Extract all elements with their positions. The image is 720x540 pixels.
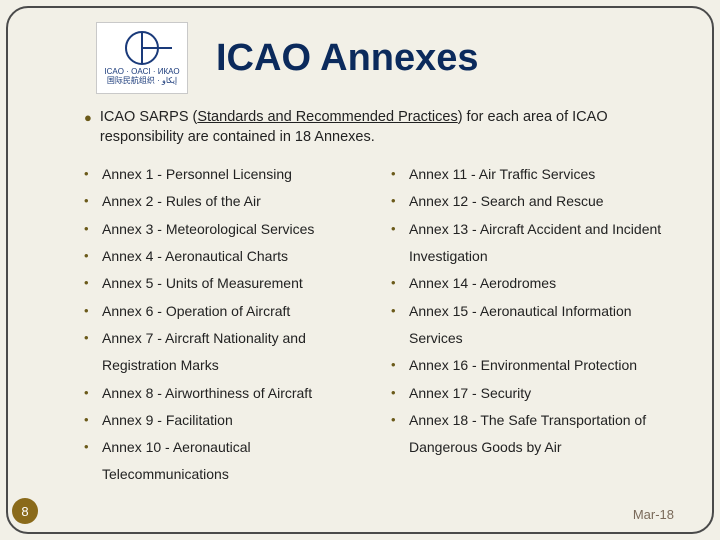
annex-item: Annex 6 - Operation of Aircraft xyxy=(84,298,373,325)
slide-date: Mar-18 xyxy=(633,507,674,522)
annex-item: Annex 15 - Aeronautical Information Serv… xyxy=(391,298,680,353)
icao-logo: ICAO · OACI · ИКАО 国际民航组织 · إيكاو xyxy=(96,22,188,94)
header: ICAO · OACI · ИКАО 国际民航组织 · إيكاو ICAO A… xyxy=(36,22,684,94)
intro-prefix: ICAO SARPS ( xyxy=(100,109,198,125)
logo-text-2: 国际民航组织 · إيكاو xyxy=(107,77,177,86)
annex-item: Annex 1 - Personnel Licensing xyxy=(84,161,373,188)
annex-list-right: Annex 11 - Air Traffic ServicesAnnex 12 … xyxy=(391,161,680,461)
annex-item: Annex 13 - Aircraft Accident and Inciden… xyxy=(391,216,680,271)
right-column: Annex 11 - Air Traffic ServicesAnnex 12 … xyxy=(391,161,680,489)
globe-icon xyxy=(125,31,159,65)
slide-frame: ICAO · OACI · ИКАО 国际民航组织 · إيكاو ICAO A… xyxy=(6,6,714,534)
annex-item: Annex 8 - Airworthiness of Aircraft xyxy=(84,380,373,407)
left-column: Annex 1 - Personnel LicensingAnnex 2 - R… xyxy=(84,161,373,489)
annex-item: Annex 18 - The Safe Transportation of Da… xyxy=(391,407,680,462)
intro-text: ICAO SARPS (Standards and Recommended Pr… xyxy=(100,108,666,147)
annex-item: Annex 5 - Units of Measurement xyxy=(84,270,373,297)
columns: Annex 1 - Personnel LicensingAnnex 2 - R… xyxy=(36,161,684,489)
intro-bullet: ● ICAO SARPS (Standards and Recommended … xyxy=(84,108,666,147)
annex-item: Annex 16 - Environmental Protection xyxy=(391,352,680,379)
annex-item: Annex 3 - Meteorological Services xyxy=(84,216,373,243)
annex-item: Annex 10 - Aeronautical Telecommunicatio… xyxy=(84,434,373,489)
annex-item: Annex 4 - Aeronautical Charts xyxy=(84,243,373,270)
annex-list-left: Annex 1 - Personnel LicensingAnnex 2 - R… xyxy=(84,161,373,489)
bullet-icon: ● xyxy=(84,108,92,147)
intro-underlined: Standards and Recommended Practices xyxy=(197,109,457,125)
annex-item: Annex 12 - Search and Rescue xyxy=(391,188,680,215)
annex-item: Annex 7 - Aircraft Nationality and Regis… xyxy=(84,325,373,380)
slide-title: ICAO Annexes xyxy=(216,37,479,80)
annex-item: Annex 14 - Aerodromes xyxy=(391,270,680,297)
annex-item: Annex 9 - Facilitation xyxy=(84,407,373,434)
annex-item: Annex 11 - Air Traffic Services xyxy=(391,161,680,188)
page-number-badge: 8 xyxy=(12,498,38,524)
annex-item: Annex 17 - Security xyxy=(391,380,680,407)
annex-item: Annex 2 - Rules of the Air xyxy=(84,188,373,215)
